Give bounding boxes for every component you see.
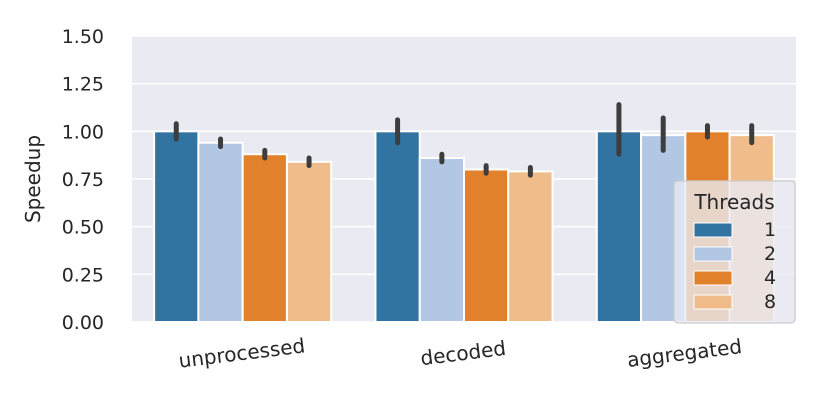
bar-decoded-threads-1 [374, 130, 421, 323]
bar-unprocessed-threads-2 [197, 141, 244, 323]
bar-decoded-threads-4 [463, 168, 510, 323]
y-tick-label: 0.00 [62, 312, 104, 334]
y-axis: 0.00 0.25 0.50 0.75 1.00 1.25 1.50 [62, 26, 104, 334]
legend-label-threads-4: 4 [764, 267, 776, 289]
y-tick-label: 1.25 [62, 74, 104, 96]
y-tick-label: 1.50 [62, 26, 104, 48]
bar-unprocessed-threads-4 [241, 153, 288, 323]
y-axis-label: Speedup [21, 135, 45, 223]
legend-box [673, 180, 796, 324]
legend-title: Threads [693, 190, 774, 214]
y-tick-label: 0.50 [62, 217, 104, 239]
bar-unprocessed-threads-1 [153, 130, 200, 323]
legend-label-threads-2: 2 [764, 243, 776, 265]
bar-unprocessed-threads-8 [285, 160, 333, 323]
y-tick-label: 0.75 [62, 169, 104, 191]
y-tick-label: 0.25 [62, 264, 104, 286]
error-bars [173, 102, 755, 178]
legend-swatch-threads-4 [693, 270, 733, 286]
x-tick-label: aggregated [626, 334, 744, 372]
legend-label-threads-1: 1 [764, 219, 776, 241]
bar-aggregated-threads-1 [595, 130, 643, 323]
bar-decoded-threads-8 [507, 170, 554, 323]
bar-decoded-threads-2 [418, 157, 466, 323]
legend-label-threads-8: 8 [764, 291, 776, 313]
legend-swatch-threads-2 [693, 246, 733, 262]
y-tick-label: 1.00 [62, 121, 104, 143]
legend-swatch-threads-1 [693, 222, 733, 238]
legend-swatch-threads-8 [693, 294, 733, 310]
x-tick-label: unprocessed [177, 333, 306, 372]
x-tick-label: decoded [419, 336, 507, 370]
x-axis: unprocessed decoded aggregated [177, 333, 743, 372]
